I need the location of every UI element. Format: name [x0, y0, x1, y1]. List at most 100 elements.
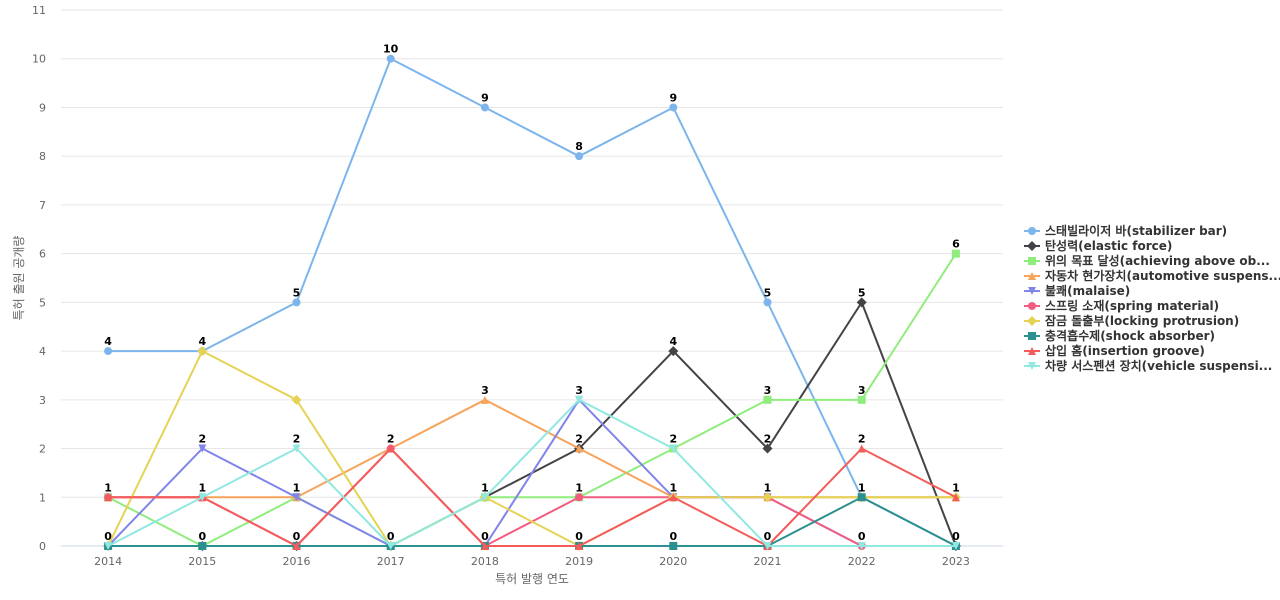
y-tick-label: 1 — [39, 491, 46, 504]
y-tick-label: 3 — [39, 394, 46, 407]
data-label: 1 — [481, 481, 489, 494]
data-point[interactable] — [669, 493, 678, 502]
legend-item[interactable]: 위의 목표 달성(achieving above ob... — [1024, 253, 1270, 268]
legend-item[interactable]: 차량 서스펜션 장치(vehicle suspensi... — [1024, 358, 1272, 373]
data-point[interactable] — [669, 103, 678, 112]
data-point[interactable] — [480, 542, 489, 550]
data-point[interactable] — [291, 394, 302, 405]
legend-item[interactable]: 충격흡수제(shock absorber) — [1024, 328, 1215, 343]
data-label: 0 — [198, 530, 206, 543]
data-point[interactable] — [104, 493, 113, 502]
x-tick-label: 2015 — [188, 555, 216, 568]
y-axis-title: 특허 출원 공개량 — [12, 236, 26, 321]
data-point[interactable] — [575, 493, 584, 502]
legend-item[interactable]: 탄성력(elastic force) — [1024, 238, 1172, 253]
data-label: 4 — [104, 335, 112, 348]
data-point[interactable] — [762, 443, 773, 454]
data-point[interactable] — [104, 542, 113, 550]
data-point[interactable] — [198, 542, 207, 550]
data-label: 0 — [575, 530, 583, 543]
x-axis-title: 특허 발행 연도 — [495, 571, 569, 586]
legend-label: 탄성력(elastic force) — [1045, 238, 1172, 253]
data-point[interactable] — [480, 103, 489, 112]
data-label: 1 — [952, 481, 960, 494]
data-point[interactable] — [292, 542, 301, 550]
data-point[interactable] — [575, 542, 584, 550]
legend-symbol — [1028, 332, 1036, 340]
series-line — [107, 398, 956, 547]
data-point[interactable] — [292, 493, 301, 502]
legend-label: 삽입 홈(insertion groove) — [1045, 343, 1205, 358]
data-label: 9 — [669, 91, 677, 104]
legend-symbol — [1028, 257, 1036, 265]
y-tick-label: 6 — [39, 248, 46, 261]
data-point[interactable] — [857, 444, 866, 453]
y-axis-ticks: 0 1 2 3 4 5 6 7 8 9 10 11 — [32, 4, 46, 553]
data-label: 0 — [104, 530, 112, 543]
data-point[interactable] — [575, 444, 584, 453]
data-point[interactable] — [386, 444, 395, 453]
series-line — [108, 447, 957, 547]
data-label: 1 — [198, 481, 206, 494]
data-point[interactable] — [762, 492, 773, 503]
data-point[interactable] — [198, 493, 207, 502]
data-label: 3 — [764, 384, 772, 397]
data-point[interactable] — [951, 493, 960, 502]
x-tick-label: 2023 — [942, 555, 970, 568]
data-point[interactable] — [480, 493, 489, 502]
data-point[interactable] — [669, 542, 678, 550]
data-point[interactable] — [292, 298, 301, 307]
legend-symbol — [1028, 227, 1036, 235]
data-point[interactable] — [951, 249, 960, 258]
x-tick-label: 2021 — [754, 555, 782, 568]
y-tick-label: 0 — [39, 540, 46, 553]
data-label: 5 — [858, 286, 866, 299]
legend-item[interactable]: 불쾌(malaise) — [1024, 283, 1130, 298]
data-point[interactable] — [763, 395, 772, 404]
data-point[interactable] — [763, 298, 772, 307]
legend-item[interactable]: 스프링 소재(spring material) — [1024, 298, 1219, 313]
data-point[interactable] — [198, 444, 207, 453]
data-point[interactable] — [857, 395, 866, 404]
data-point[interactable] — [386, 542, 395, 550]
data-label: 2 — [575, 433, 583, 446]
x-tick-label: 2014 — [94, 555, 122, 568]
data-label: 1 — [669, 481, 677, 494]
legend-item[interactable]: 스태빌라이저 바(stabilizer bar) — [1024, 223, 1227, 238]
data-point[interactable] — [951, 542, 960, 550]
legend-item[interactable]: 잠금 돌출부(locking protrusion) — [1024, 313, 1239, 328]
data-point[interactable] — [480, 395, 489, 404]
legend-label: 충격흡수제(shock absorber) — [1045, 328, 1215, 343]
data-point[interactable] — [104, 347, 113, 356]
legend-item[interactable]: 자동차 현가장치(automotive suspens... — [1024, 268, 1280, 283]
legend-item[interactable]: 삽입 홈(insertion groove) — [1024, 343, 1205, 358]
data-point[interactable] — [575, 395, 584, 404]
legend-symbol — [1027, 241, 1037, 251]
data-label: 3 — [481, 384, 489, 397]
y-tick-label: 10 — [32, 53, 46, 66]
data-point[interactable] — [857, 493, 866, 502]
data-point[interactable] — [386, 54, 395, 63]
data-label: 2 — [858, 433, 866, 446]
data-point[interactable] — [292, 444, 301, 453]
y-tick-label: 9 — [39, 101, 46, 114]
y-tick-label: 4 — [39, 345, 46, 358]
data-label: 3 — [858, 384, 866, 397]
data-label: 0 — [858, 530, 866, 543]
data-point[interactable] — [575, 152, 584, 161]
data-point[interactable] — [668, 346, 679, 357]
data-label: 0 — [764, 530, 772, 543]
y-tick-label: 11 — [32, 4, 46, 17]
data-label: 10 — [383, 43, 399, 56]
data-label: 6 — [952, 238, 960, 251]
data-point[interactable] — [857, 542, 866, 550]
legend-label: 잠금 돌출부(locking protrusion) — [1045, 313, 1239, 328]
data-point[interactable] — [197, 346, 208, 357]
data-point[interactable] — [856, 297, 867, 308]
data-label: 3 — [575, 384, 583, 397]
data-label: 0 — [387, 530, 395, 543]
data-point[interactable] — [763, 542, 772, 550]
data-point[interactable] — [669, 444, 678, 453]
data-label: 0 — [952, 530, 960, 543]
